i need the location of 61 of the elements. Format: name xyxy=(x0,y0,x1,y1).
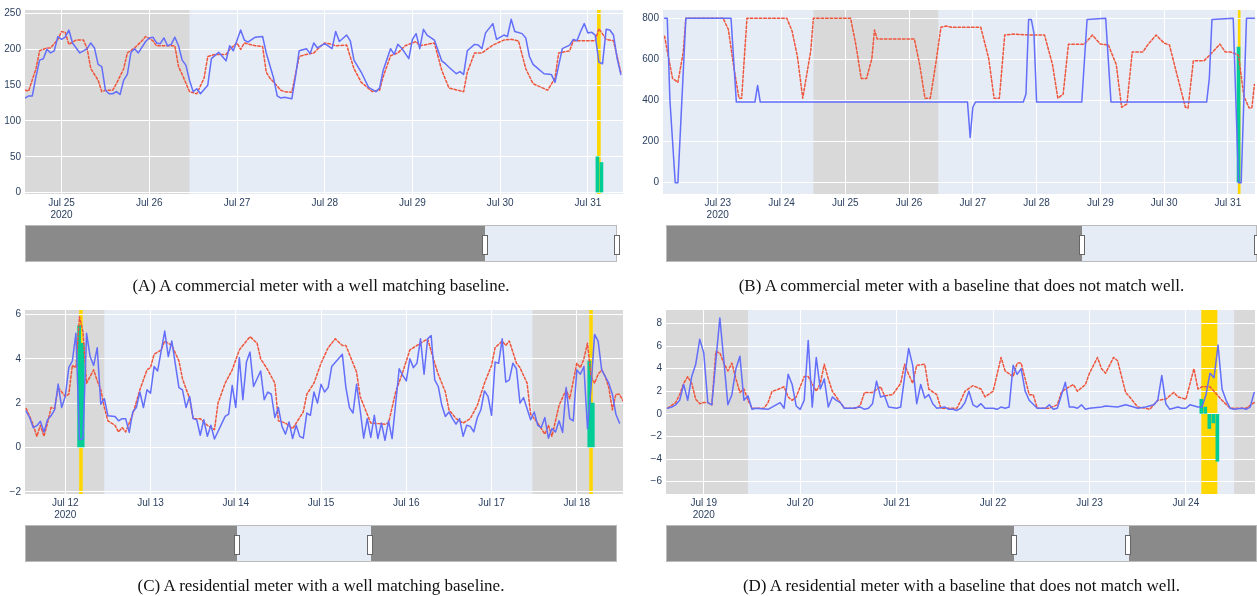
y-tick-label: 2 xyxy=(15,396,22,408)
y-tick-label: 6 xyxy=(15,308,22,320)
y-tick-label: 0 xyxy=(15,186,22,198)
x-tick-label: Jul 18 xyxy=(563,496,591,508)
x-tick-label: Jul 25 2020 xyxy=(48,196,76,220)
x-tick-label: Jul 20 xyxy=(786,496,814,508)
x-tick-label: Jul 23 2020 xyxy=(704,196,732,220)
x-tick-label: Jul 26 xyxy=(895,196,923,208)
text: (A) A commercial meter with a well matching baseline. xyxy=(131,276,511,296)
y-tick-label: 0 xyxy=(15,441,22,453)
x-tick-label: Jul 21 xyxy=(883,496,911,508)
x-tick-label: Jul 29 xyxy=(1087,196,1115,208)
y-tick-label: 2 xyxy=(656,385,663,397)
x-tick-label: Jul 24 xyxy=(768,196,796,208)
x-tick-label: Jul 15 xyxy=(307,496,335,508)
x-tick-label: Jul 31 xyxy=(1214,196,1242,208)
line-series xyxy=(666,351,1255,411)
y-tick-label: 400 xyxy=(642,94,660,106)
line-series xyxy=(25,27,622,95)
x-tick-label: Jul 22 xyxy=(979,496,1007,508)
y-tick-label: 6 xyxy=(656,339,663,351)
x-tick-label: Jul 31 xyxy=(574,196,602,208)
y-tick-label: −6 xyxy=(650,475,663,487)
text: (D) A residential meter with a baseline that does not match well. xyxy=(741,576,1182,596)
y-tick-label: 250 xyxy=(4,7,22,19)
x-tick-label: Jul 19 2020 xyxy=(690,496,718,520)
y-tick-label: 800 xyxy=(642,11,660,23)
x-tick-label: Jul 24 xyxy=(1172,496,1200,508)
x-tick-label: Jul 16 xyxy=(392,496,421,508)
x-tick-label: Jul 26 xyxy=(135,196,164,208)
line-series xyxy=(663,17,1255,109)
x-tick-label: Jul 27 xyxy=(959,196,987,208)
y-tick-label: 100 xyxy=(4,114,22,126)
y-tick-label: 4 xyxy=(15,352,22,364)
y-tick-label: −2 xyxy=(650,430,663,442)
line-series xyxy=(25,315,623,438)
x-tick-label: Jul 28 xyxy=(311,196,339,208)
y-tick-label: 600 xyxy=(642,53,660,65)
x-tick-label: Jul 29 xyxy=(399,196,427,208)
y-tick-label: 200 xyxy=(642,135,660,147)
x-tick-label: Jul 27 xyxy=(223,196,251,208)
x-tick-label: Jul 17 xyxy=(478,496,506,508)
y-tick-label: 0 xyxy=(656,407,663,419)
x-tick-label: Jul 30 xyxy=(486,196,514,208)
y-tick-label: 8 xyxy=(656,317,663,329)
y-tick-label: 200 xyxy=(4,43,22,55)
x-tick-label: Jul 13 xyxy=(137,496,165,508)
x-tick-label: Jul 25 xyxy=(831,196,860,208)
x-tick-label: Jul 28 xyxy=(1023,196,1051,208)
y-tick-label: 150 xyxy=(4,78,22,90)
y-tick-label: −2 xyxy=(9,485,22,497)
y-tick-label: −4 xyxy=(650,452,663,464)
x-tick-label: Jul 30 xyxy=(1150,196,1178,208)
text: (C) A residential meter with a well matching baseline. xyxy=(136,576,506,596)
x-tick-label: Jul 23 xyxy=(1076,496,1104,508)
y-tick-label: 4 xyxy=(656,362,663,374)
x-tick-label: Jul 12 2020 xyxy=(51,496,80,520)
text: (B) A commercial meter with a baseline that does not match well. xyxy=(737,276,1186,296)
y-tick-label: 50 xyxy=(9,150,22,162)
x-tick-label: Jul 14 xyxy=(222,496,250,508)
y-tick-label: 0 xyxy=(653,176,660,188)
